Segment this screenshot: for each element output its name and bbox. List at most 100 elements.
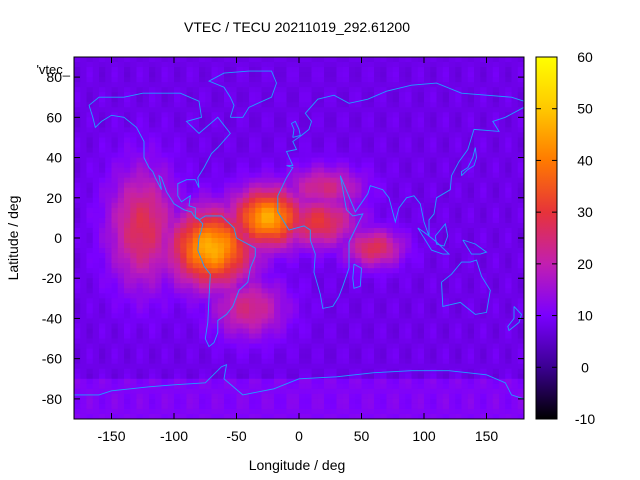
heatmap-cell	[217, 187, 225, 194]
heatmap-cell	[461, 57, 469, 63]
heatmap-cell	[199, 398, 206, 405]
heatmap-cell	[261, 293, 269, 299]
heatmap-cell	[217, 57, 225, 63]
heatmap-cell	[399, 398, 406, 405]
heatmap-cell	[230, 393, 237, 400]
heatmap-cell	[211, 313, 219, 319]
heatmap-cell	[255, 348, 262, 355]
heatmap-cell	[486, 318, 494, 324]
heatmap-cell	[486, 167, 494, 174]
heatmap-cell	[155, 318, 162, 324]
heatmap-cell	[236, 288, 244, 294]
heatmap-cell	[411, 328, 419, 334]
heatmap-cell	[492, 368, 500, 375]
heatmap-cell	[105, 112, 112, 118]
heatmap-cell	[455, 283, 462, 289]
heatmap-cell	[280, 197, 287, 204]
heatmap-cell	[130, 227, 137, 234]
heatmap-cell	[392, 92, 400, 98]
heatmap-cell	[361, 112, 369, 118]
heatmap-cell	[105, 157, 112, 163]
heatmap-cell	[249, 358, 256, 365]
heatmap-cell	[130, 303, 137, 309]
heatmap-cell	[130, 232, 137, 239]
heatmap-cell	[374, 318, 381, 324]
heatmap-cell	[286, 207, 294, 214]
heatmap-cell	[217, 102, 225, 108]
heatmap-cell	[211, 273, 219, 279]
heatmap-cell	[411, 222, 419, 229]
heatmap-cell	[149, 227, 156, 234]
heatmap-cell	[449, 263, 456, 269]
heatmap-cell	[430, 167, 437, 174]
heatmap-cell	[411, 358, 419, 365]
heatmap-cell	[355, 217, 362, 224]
heatmap-cell	[299, 197, 306, 204]
heatmap-cell	[174, 222, 181, 229]
heatmap-cell	[480, 187, 487, 194]
heatmap-cell	[449, 72, 456, 78]
heatmap-cell	[286, 222, 294, 229]
heatmap-cell	[199, 253, 206, 259]
heatmap-cell	[186, 152, 194, 158]
heatmap-cell	[461, 177, 469, 184]
heatmap-cell	[180, 127, 187, 133]
heatmap-cell	[174, 207, 181, 214]
heatmap-cell	[486, 132, 494, 138]
heatmap-cell	[211, 368, 219, 375]
heatmap-cell	[117, 57, 125, 63]
heatmap-cell	[355, 323, 362, 329]
heatmap-cell	[80, 162, 87, 169]
heatmap-cell	[324, 142, 331, 148]
heatmap-cell	[399, 303, 406, 309]
heatmap-cell	[286, 227, 294, 234]
heatmap-cell	[511, 102, 519, 108]
heatmap-cell	[436, 378, 444, 385]
heatmap-cell	[267, 263, 275, 269]
heatmap-cell	[167, 258, 175, 264]
heatmap-cell	[267, 107, 275, 113]
heatmap-cell	[267, 82, 275, 88]
heatmap-cell	[74, 102, 81, 108]
heatmap-cell	[211, 353, 219, 360]
heatmap-cell	[342, 62, 350, 68]
heatmap-cell	[449, 293, 456, 299]
heatmap-cell	[442, 147, 450, 153]
heatmap-cell	[499, 97, 506, 103]
heatmap-cell	[486, 343, 494, 350]
heatmap-cell	[261, 283, 269, 289]
heatmap-cell	[474, 293, 481, 299]
heatmap-cell	[236, 72, 244, 78]
heatmap-cell	[74, 62, 81, 68]
heatmap-cell	[336, 293, 344, 299]
heatmap-cell	[149, 403, 156, 410]
heatmap-cell	[224, 82, 231, 88]
heatmap-cell	[305, 162, 312, 169]
heatmap-cell	[236, 67, 244, 73]
heatmap-cell	[411, 323, 419, 329]
heatmap-cell	[199, 72, 206, 78]
heatmap-cell	[317, 283, 325, 289]
heatmap-cell	[474, 378, 481, 385]
heatmap-cell	[405, 207, 412, 214]
heatmap-cell	[167, 363, 175, 370]
heatmap-cell	[186, 298, 194, 304]
heatmap-cell	[117, 217, 125, 224]
heatmap-cell	[117, 147, 125, 153]
heatmap-cell	[161, 167, 169, 174]
heatmap-cell	[136, 72, 144, 78]
heatmap-cell	[117, 253, 125, 259]
heatmap-cell	[224, 112, 231, 118]
heatmap-cell	[242, 167, 250, 174]
heatmap-cell	[442, 117, 450, 123]
heatmap-cell	[155, 373, 162, 380]
heatmap-cell	[261, 192, 269, 199]
heatmap-cell	[424, 57, 431, 63]
heatmap-cell	[186, 142, 194, 148]
heatmap-cell	[324, 57, 331, 63]
heatmap-cell	[267, 378, 275, 385]
heatmap-cell	[467, 202, 475, 209]
heatmap-cell	[330, 132, 337, 138]
heatmap-cell	[480, 57, 487, 63]
heatmap-cell	[80, 283, 87, 289]
